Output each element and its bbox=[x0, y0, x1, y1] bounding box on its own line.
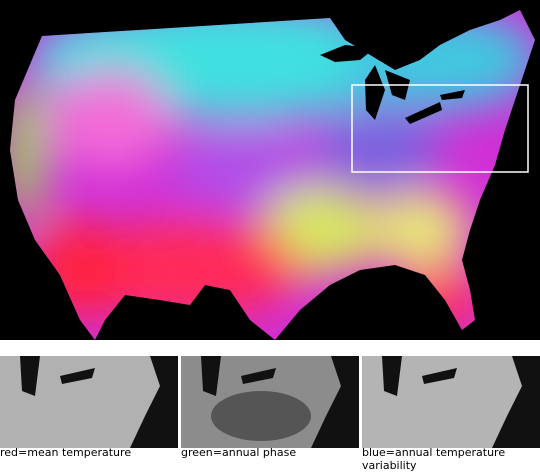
blue-panel bbox=[362, 356, 540, 448]
us-land bbox=[10, 10, 535, 340]
zoom-box bbox=[351, 84, 529, 173]
green-panel bbox=[181, 356, 359, 448]
great-lakes bbox=[320, 45, 465, 124]
caption: green=annual phase bbox=[181, 446, 297, 459]
red-panel bbox=[0, 356, 178, 448]
caption: blue=annual temperature variability bbox=[362, 446, 506, 472]
caption: red=mean temperature bbox=[0, 446, 132, 459]
main-map bbox=[0, 0, 540, 340]
